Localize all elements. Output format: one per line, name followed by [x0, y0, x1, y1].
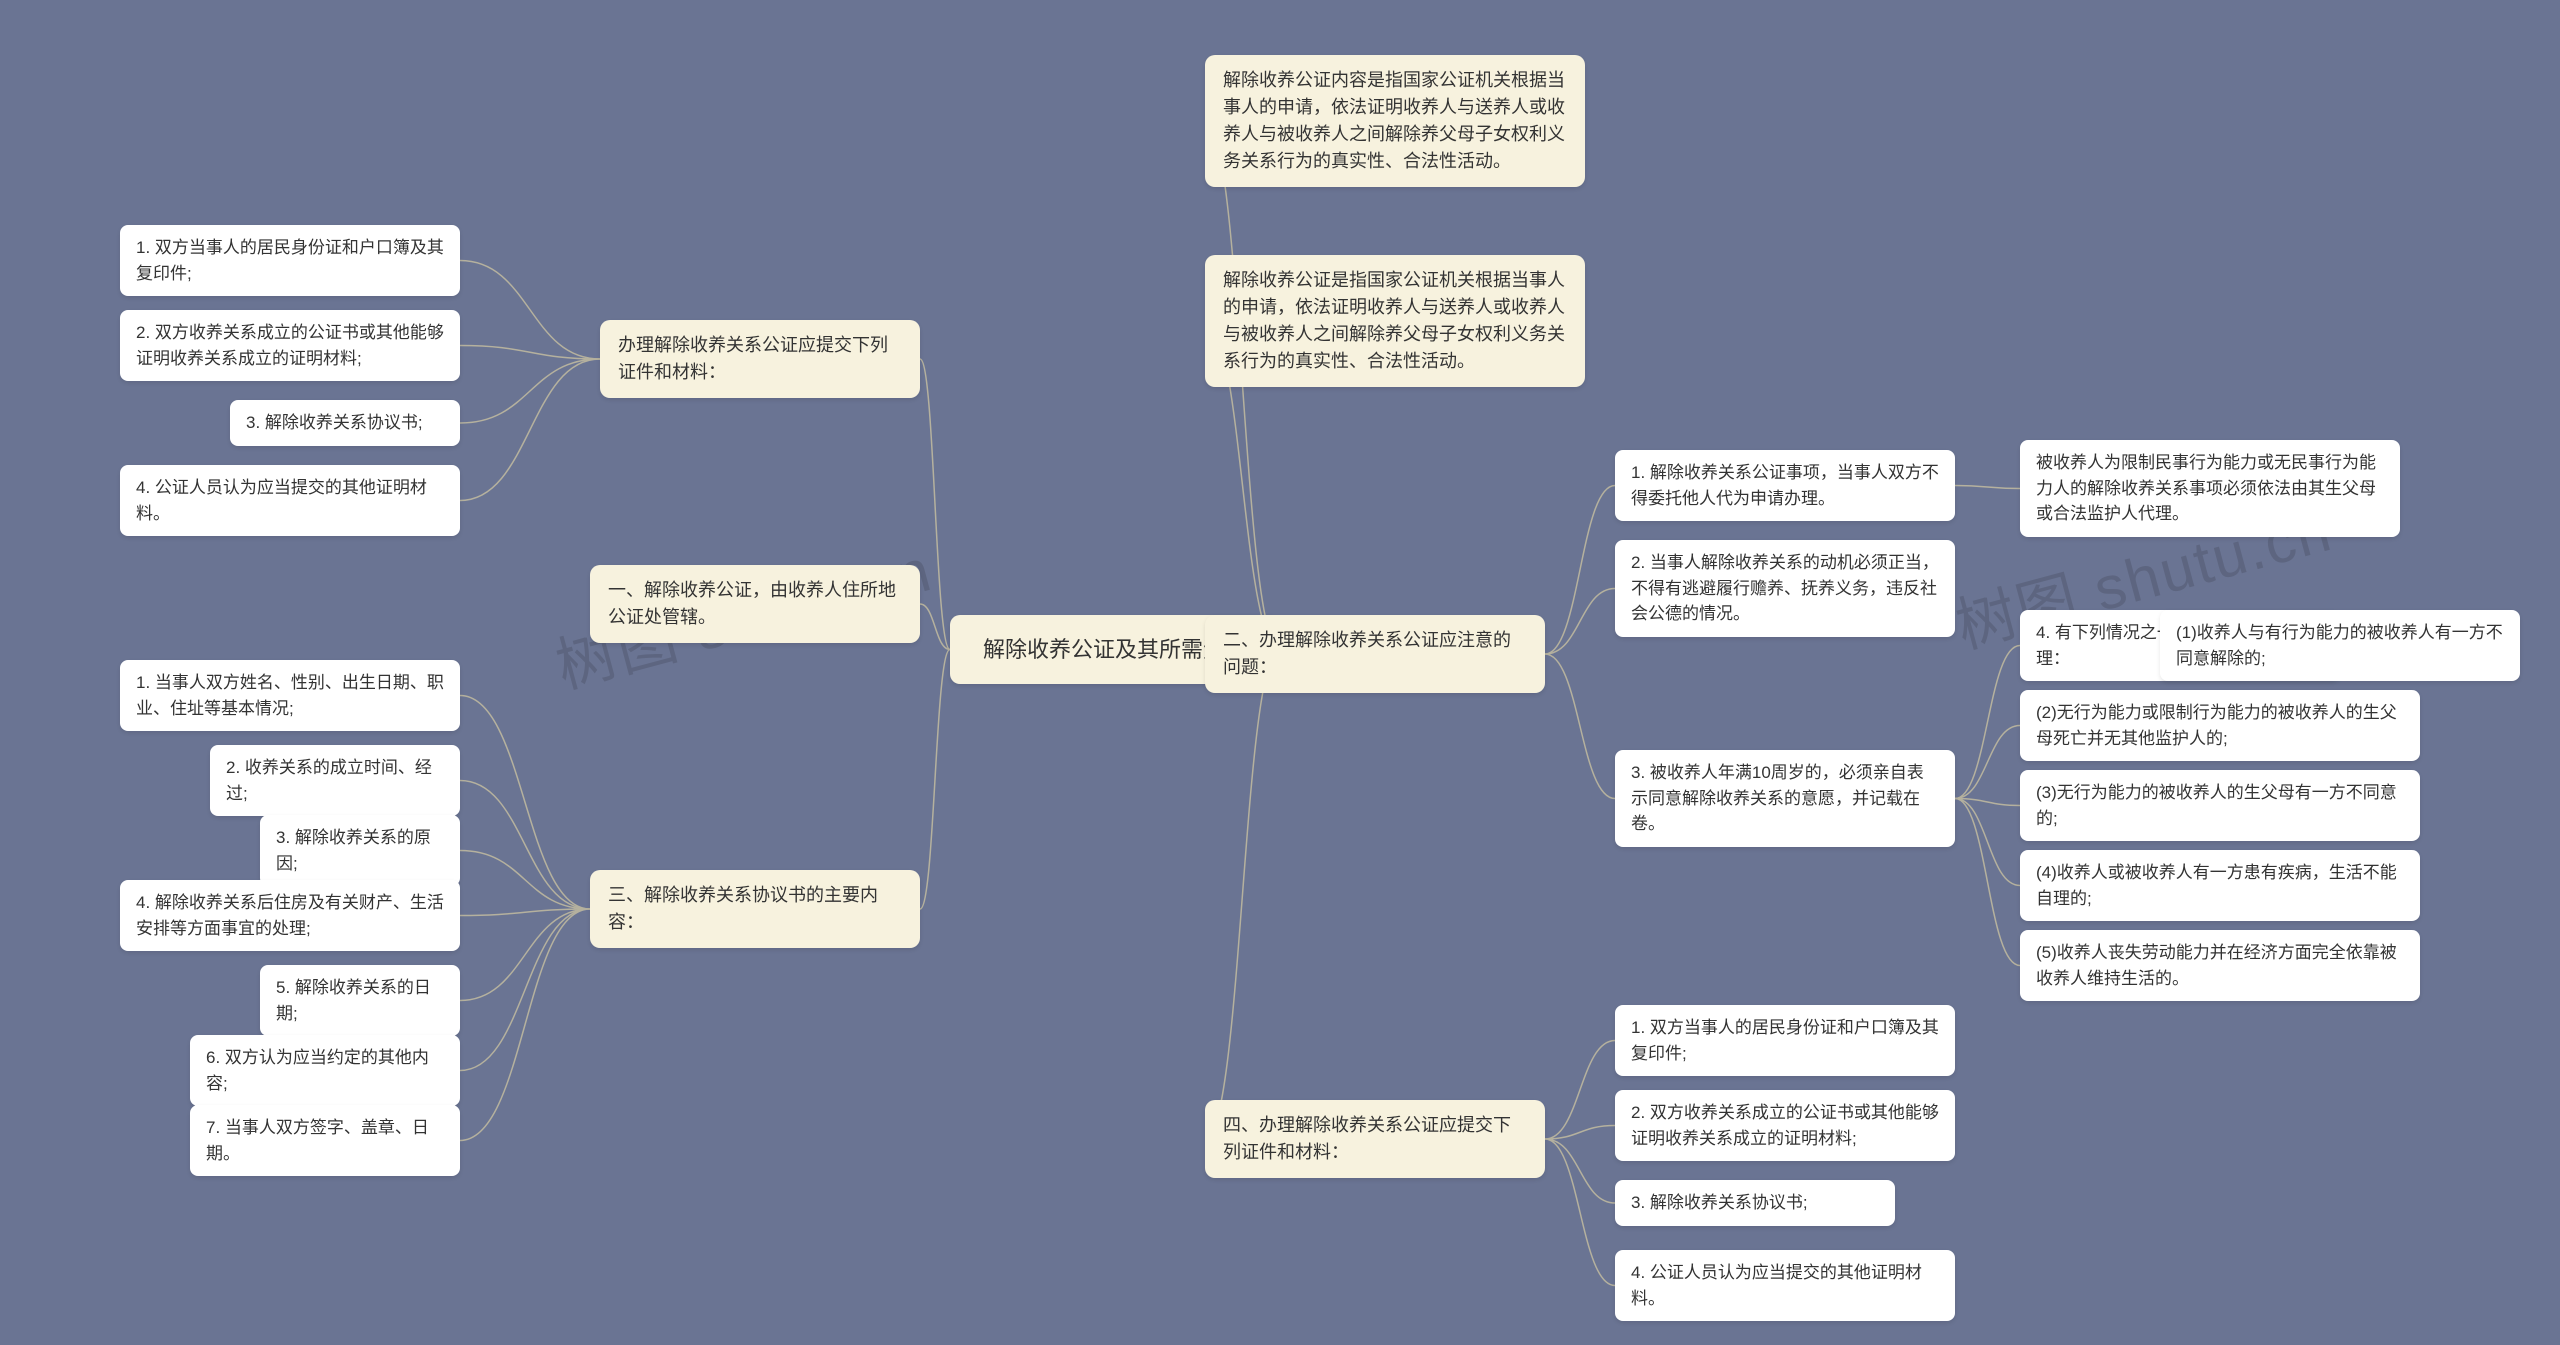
leaf-node: 7. 当事人双方签字、盖章、日期。: [190, 1105, 460, 1176]
leaf-node: 4. 解除收养关系后住房及有关财产、生活安排等方面事宜的处理;: [120, 880, 460, 951]
leaf-node: 3. 解除收养关系协议书;: [1615, 1180, 1895, 1226]
leaf-node: (1)收养人与有行为能力的被收养人有一方不同意解除的;: [2160, 610, 2520, 681]
branch-node: 办理解除收养关系公证应提交下列证件和材料：: [600, 320, 920, 398]
leaf-node: (2)无行为能力或限制行为能力的被收养人的生父母死亡并无其他监护人的;: [2020, 690, 2420, 761]
leaf-node: 1. 双方当事人的居民身份证和户口簿及其复印件;: [1615, 1005, 1955, 1076]
leaf-node: 被收养人为限制民事行为能力或无民事行为能力人的解除收养关系事项必须依法由其生父母…: [2020, 440, 2400, 537]
leaf-node: 2. 双方收养关系成立的公证书或其他能够证明收养关系成立的证明材料;: [120, 310, 460, 381]
leaf-node: 3. 被收养人年满10周岁的，必须亲自表示同意解除收养关系的意愿，并记载在卷。: [1615, 750, 1955, 847]
branch-node: 四、办理解除收养关系公证应提交下列证件和材料：: [1205, 1100, 1545, 1178]
leaf-node: (5)收养人丧失劳动能力并在经济方面完全依靠被收养人维持生活的。: [2020, 930, 2420, 1001]
branch-node: 三、解除收养关系协议书的主要内容：: [590, 870, 920, 948]
leaf-node: 2. 收养关系的成立时间、经过;: [210, 745, 460, 816]
branch-node: 一、解除收养公证，由收养人住所地公证处管辖。: [590, 565, 920, 643]
leaf-node: 1. 当事人双方姓名、性别、出生日期、职业、住址等基本情况;: [120, 660, 460, 731]
leaf-node: 6. 双方认为应当约定的其他内容;: [190, 1035, 460, 1106]
leaf-node: 5. 解除收养关系的日期;: [260, 965, 460, 1036]
leaf-node: 4. 公证人员认为应当提交的其他证明材料。: [1615, 1250, 1955, 1321]
leaf-node: 4. 公证人员认为应当提交的其他证明材料。: [120, 465, 460, 536]
leaf-node: 1. 解除收养关系公证事项，当事人双方不得委托他人代为申请办理。: [1615, 450, 1955, 521]
leaf-node: (3)无行为能力的被收养人的生父母有一方不同意的;: [2020, 770, 2420, 841]
leaf-node: 2. 当事人解除收养关系的动机必须正当，不得有逃避履行赡养、抚养义务，违反社会公…: [1615, 540, 1955, 637]
leaf-node: 3. 解除收养关系协议书;: [230, 400, 460, 446]
leaf-node: (4)收养人或被收养人有一方患有疾病，生活不能自理的;: [2020, 850, 2420, 921]
leaf-node: 2. 双方收养关系成立的公证书或其他能够证明收养关系成立的证明材料;: [1615, 1090, 1955, 1161]
branch-node: 解除收养公证内容是指国家公证机关根据当事人的申请，依法证明收养人与送养人或收养人…: [1205, 55, 1585, 187]
branch-node: 解除收养公证是指国家公证机关根据当事人的申请，依法证明收养人与送养人或收养人与被…: [1205, 255, 1585, 387]
leaf-node: 3. 解除收养关系的原因;: [260, 815, 460, 886]
leaf-node: 1. 双方当事人的居民身份证和户口簿及其复印件;: [120, 225, 460, 296]
branch-node: 二、办理解除收养关系公证应注意的问题：: [1205, 615, 1545, 693]
